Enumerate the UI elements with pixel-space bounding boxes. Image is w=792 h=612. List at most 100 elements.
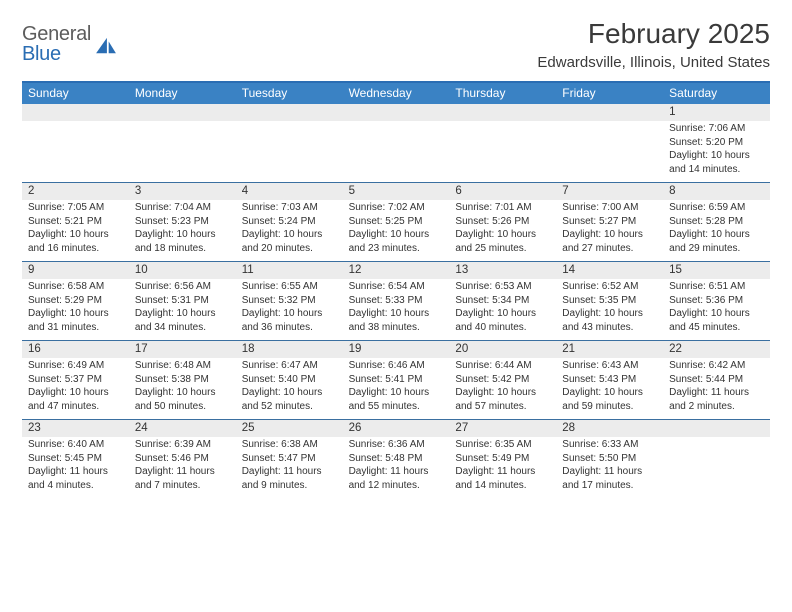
sunrise-text: Sunrise: 6:51 AM xyxy=(669,280,764,294)
sunrise-text: Sunrise: 7:05 AM xyxy=(28,201,123,215)
day-number: 6 xyxy=(449,183,556,200)
sunrise-text: Sunrise: 6:53 AM xyxy=(455,280,550,294)
daylight-text: Daylight: 10 hours and 55 minutes. xyxy=(349,386,444,413)
sunset-text: Sunset: 5:36 PM xyxy=(669,294,764,308)
day-cell: Sunrise: 7:02 AMSunset: 5:25 PMDaylight:… xyxy=(343,200,450,261)
day-number: 7 xyxy=(556,183,663,200)
sunset-text: Sunset: 5:26 PM xyxy=(455,215,550,229)
week-row: 2345678Sunrise: 7:05 AMSunset: 5:21 PMDa… xyxy=(22,182,770,261)
sunset-text: Sunset: 5:38 PM xyxy=(135,373,230,387)
logo: General Blue xyxy=(22,18,117,64)
day-number: 27 xyxy=(449,420,556,437)
weeks-container: 1Sunrise: 7:06 AMSunset: 5:20 PMDaylight… xyxy=(22,104,770,498)
daylight-text: Daylight: 11 hours and 2 minutes. xyxy=(669,386,764,413)
day-number xyxy=(236,104,343,121)
daylight-text: Daylight: 11 hours and 4 minutes. xyxy=(28,465,123,492)
day-cell: Sunrise: 6:51 AMSunset: 5:36 PMDaylight:… xyxy=(663,279,770,340)
daylight-text: Daylight: 11 hours and 17 minutes. xyxy=(562,465,657,492)
sunrise-text: Sunrise: 6:58 AM xyxy=(28,280,123,294)
sunset-text: Sunset: 5:50 PM xyxy=(562,452,657,466)
sunset-text: Sunset: 5:27 PM xyxy=(562,215,657,229)
day-cell: Sunrise: 6:59 AMSunset: 5:28 PMDaylight:… xyxy=(663,200,770,261)
calendar: Sunday Monday Tuesday Wednesday Thursday… xyxy=(22,81,770,498)
day-number: 4 xyxy=(236,183,343,200)
sunset-text: Sunset: 5:33 PM xyxy=(349,294,444,308)
location-label: Edwardsville, Illinois, United States xyxy=(537,54,770,71)
day-number: 10 xyxy=(129,262,236,279)
sunrise-text: Sunrise: 7:04 AM xyxy=(135,201,230,215)
day-number: 14 xyxy=(556,262,663,279)
day-number xyxy=(556,104,663,121)
day-number: 28 xyxy=(556,420,663,437)
day-number xyxy=(449,104,556,121)
sunset-text: Sunset: 5:40 PM xyxy=(242,373,337,387)
daynum-band: 2345678 xyxy=(22,183,770,200)
cells-band: Sunrise: 7:05 AMSunset: 5:21 PMDaylight:… xyxy=(22,200,770,261)
day-cell: Sunrise: 7:04 AMSunset: 5:23 PMDaylight:… xyxy=(129,200,236,261)
day-cell: Sunrise: 6:40 AMSunset: 5:45 PMDaylight:… xyxy=(22,437,129,498)
daylight-text: Daylight: 10 hours and 52 minutes. xyxy=(242,386,337,413)
day-cell: Sunrise: 6:35 AMSunset: 5:49 PMDaylight:… xyxy=(449,437,556,498)
daylight-text: Daylight: 11 hours and 14 minutes. xyxy=(455,465,550,492)
day-cell: Sunrise: 7:00 AMSunset: 5:27 PMDaylight:… xyxy=(556,200,663,261)
day-cell: Sunrise: 6:53 AMSunset: 5:34 PMDaylight:… xyxy=(449,279,556,340)
sunrise-text: Sunrise: 7:00 AM xyxy=(562,201,657,215)
daylight-text: Daylight: 10 hours and 40 minutes. xyxy=(455,307,550,334)
day-number: 12 xyxy=(343,262,450,279)
sunrise-text: Sunrise: 6:35 AM xyxy=(455,438,550,452)
sunrise-text: Sunrise: 6:40 AM xyxy=(28,438,123,452)
day-cell: Sunrise: 6:39 AMSunset: 5:46 PMDaylight:… xyxy=(129,437,236,498)
daylight-text: Daylight: 10 hours and 20 minutes. xyxy=(242,228,337,255)
day-number: 18 xyxy=(236,341,343,358)
daylight-text: Daylight: 11 hours and 7 minutes. xyxy=(135,465,230,492)
header: General Blue February 2025 Edwardsville,… xyxy=(22,18,770,71)
day-cell: Sunrise: 6:56 AMSunset: 5:31 PMDaylight:… xyxy=(129,279,236,340)
day-cell xyxy=(343,121,450,182)
daynum-band: 232425262728 xyxy=(22,420,770,437)
weekday-header: Saturday xyxy=(663,83,770,104)
day-number: 20 xyxy=(449,341,556,358)
weekday-header: Wednesday xyxy=(343,83,450,104)
weekday-header: Monday xyxy=(129,83,236,104)
daylight-text: Daylight: 10 hours and 27 minutes. xyxy=(562,228,657,255)
weekday-header-row: Sunday Monday Tuesday Wednesday Thursday… xyxy=(22,83,770,104)
week-row: 16171819202122Sunrise: 6:49 AMSunset: 5:… xyxy=(22,340,770,419)
day-number: 17 xyxy=(129,341,236,358)
day-cell: Sunrise: 6:55 AMSunset: 5:32 PMDaylight:… xyxy=(236,279,343,340)
sunset-text: Sunset: 5:28 PM xyxy=(669,215,764,229)
day-number: 1 xyxy=(663,104,770,121)
day-number: 2 xyxy=(22,183,129,200)
sunset-text: Sunset: 5:43 PM xyxy=(562,373,657,387)
cells-band: Sunrise: 6:49 AMSunset: 5:37 PMDaylight:… xyxy=(22,358,770,419)
weekday-header: Tuesday xyxy=(236,83,343,104)
sunset-text: Sunset: 5:49 PM xyxy=(455,452,550,466)
day-number: 25 xyxy=(236,420,343,437)
day-cell: Sunrise: 6:49 AMSunset: 5:37 PMDaylight:… xyxy=(22,358,129,419)
sunrise-text: Sunrise: 7:03 AM xyxy=(242,201,337,215)
day-number: 16 xyxy=(22,341,129,358)
daylight-text: Daylight: 11 hours and 12 minutes. xyxy=(349,465,444,492)
calendar-page: General Blue February 2025 Edwardsville,… xyxy=(0,0,792,498)
daylight-text: Daylight: 10 hours and 29 minutes. xyxy=(669,228,764,255)
day-number xyxy=(22,104,129,121)
sunset-text: Sunset: 5:25 PM xyxy=(349,215,444,229)
day-cell: Sunrise: 6:46 AMSunset: 5:41 PMDaylight:… xyxy=(343,358,450,419)
sunrise-text: Sunrise: 6:39 AM xyxy=(135,438,230,452)
daylight-text: Daylight: 10 hours and 50 minutes. xyxy=(135,386,230,413)
sunset-text: Sunset: 5:21 PM xyxy=(28,215,123,229)
sunrise-text: Sunrise: 6:59 AM xyxy=(669,201,764,215)
daylight-text: Daylight: 10 hours and 16 minutes. xyxy=(28,228,123,255)
sunrise-text: Sunrise: 6:56 AM xyxy=(135,280,230,294)
day-number: 11 xyxy=(236,262,343,279)
day-number: 5 xyxy=(343,183,450,200)
daylight-text: Daylight: 11 hours and 9 minutes. xyxy=(242,465,337,492)
sunrise-text: Sunrise: 6:38 AM xyxy=(242,438,337,452)
day-cell xyxy=(236,121,343,182)
sunrise-text: Sunrise: 6:44 AM xyxy=(455,359,550,373)
logo-text: General Blue xyxy=(22,24,91,64)
day-cell: Sunrise: 6:38 AMSunset: 5:47 PMDaylight:… xyxy=(236,437,343,498)
daylight-text: Daylight: 10 hours and 45 minutes. xyxy=(669,307,764,334)
day-cell: Sunrise: 6:54 AMSunset: 5:33 PMDaylight:… xyxy=(343,279,450,340)
cells-band: Sunrise: 6:40 AMSunset: 5:45 PMDaylight:… xyxy=(22,437,770,498)
day-cell: Sunrise: 6:42 AMSunset: 5:44 PMDaylight:… xyxy=(663,358,770,419)
